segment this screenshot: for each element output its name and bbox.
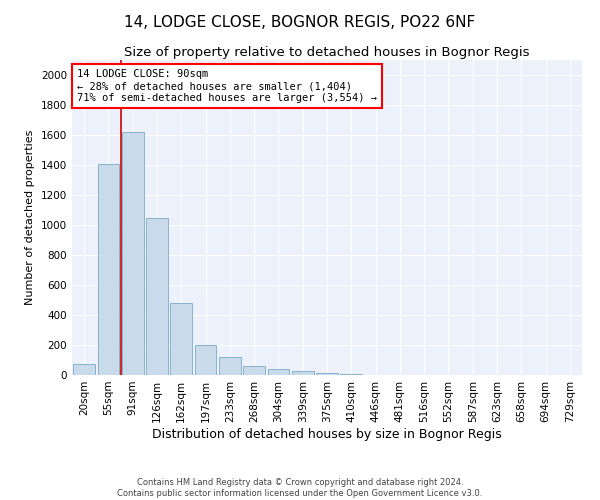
- Bar: [340, 374, 362, 375]
- Bar: [122, 132, 143, 375]
- Title: Size of property relative to detached houses in Bognor Regis: Size of property relative to detached ho…: [124, 46, 530, 59]
- Bar: [219, 357, 241, 375]
- Bar: [73, 364, 95, 375]
- X-axis label: Distribution of detached houses by size in Bognor Regis: Distribution of detached houses by size …: [152, 428, 502, 440]
- Bar: [194, 345, 217, 375]
- Text: 14 LODGE CLOSE: 90sqm
← 28% of detached houses are smaller (1,404)
71% of semi-d: 14 LODGE CLOSE: 90sqm ← 28% of detached …: [77, 70, 377, 102]
- Y-axis label: Number of detached properties: Number of detached properties: [25, 130, 35, 305]
- Bar: [243, 366, 265, 375]
- Bar: [292, 371, 314, 375]
- Bar: [97, 164, 119, 375]
- Bar: [316, 373, 338, 375]
- Text: 14, LODGE CLOSE, BOGNOR REGIS, PO22 6NF: 14, LODGE CLOSE, BOGNOR REGIS, PO22 6NF: [124, 15, 476, 30]
- Bar: [146, 218, 168, 375]
- Bar: [268, 369, 289, 375]
- Bar: [170, 303, 192, 375]
- Text: Contains HM Land Registry data © Crown copyright and database right 2024.
Contai: Contains HM Land Registry data © Crown c…: [118, 478, 482, 498]
